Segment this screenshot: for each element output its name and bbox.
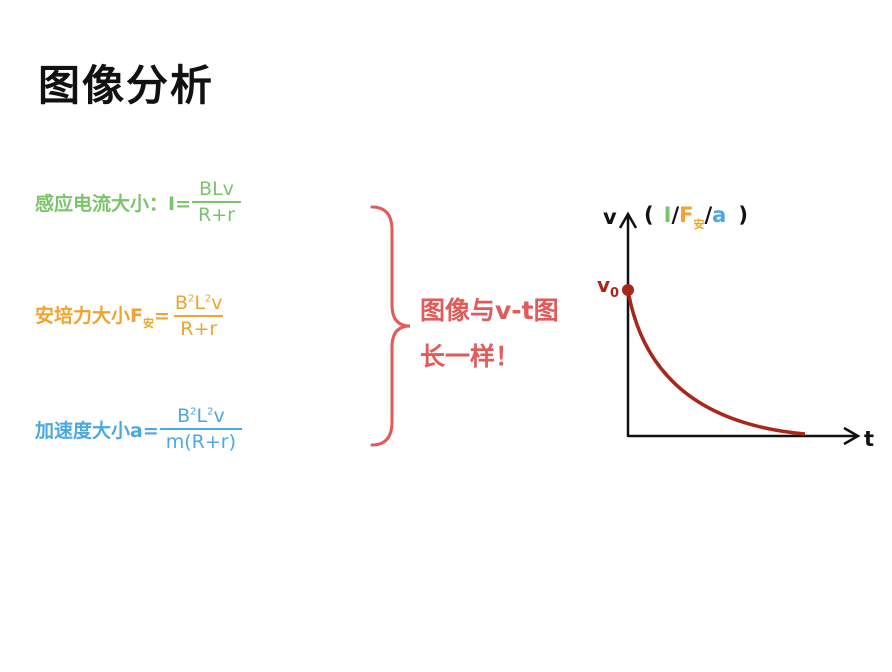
formula-acceleration: 加速度大小a= B2L2v m(R+r): [35, 405, 243, 453]
numerator: B2L2v: [177, 405, 225, 427]
denominator: R+r: [192, 201, 241, 226]
formula-label: 加速度大小a=: [35, 419, 159, 442]
v0-point: [622, 284, 634, 296]
fraction: B2L2v R+r: [171, 292, 227, 340]
formula-induced-current: 感应电流大小：I= BLv R+r: [35, 178, 241, 226]
numerator: BLv: [199, 178, 234, 200]
y-axis-label: v: [603, 205, 617, 229]
x-axis-label: t: [864, 427, 874, 451]
formula-ampere-force: 安培力大小F安= B2L2v R+r: [35, 292, 227, 340]
curly-brace: [370, 205, 411, 447]
y-axis-alt-labels: (I/F安/a): [644, 203, 748, 231]
y-axis-arrow: [618, 211, 638, 229]
v0-label: v0: [597, 273, 619, 301]
formula-label: 安培力大小F安=: [35, 305, 170, 330]
conclusion-text: 图像与v-t图 长一样！: [420, 288, 559, 380]
fraction: BLv R+r: [192, 178, 241, 226]
denominator: R+r: [174, 315, 224, 340]
numerator: B2L2v: [174, 292, 223, 314]
fraction: B2L2v m(R+r): [159, 405, 243, 453]
denominator: m(R+r): [159, 428, 243, 453]
conclusion-line-2: 长一样！: [420, 342, 521, 371]
formula-label: 感应电流大小：I=: [35, 192, 191, 215]
conclusion-line-1: 图像与v-t图: [420, 296, 559, 325]
decay-curve: [626, 289, 806, 436]
page-title: 图像分析: [38, 61, 215, 110]
x-axis-arrow: [843, 426, 861, 446]
